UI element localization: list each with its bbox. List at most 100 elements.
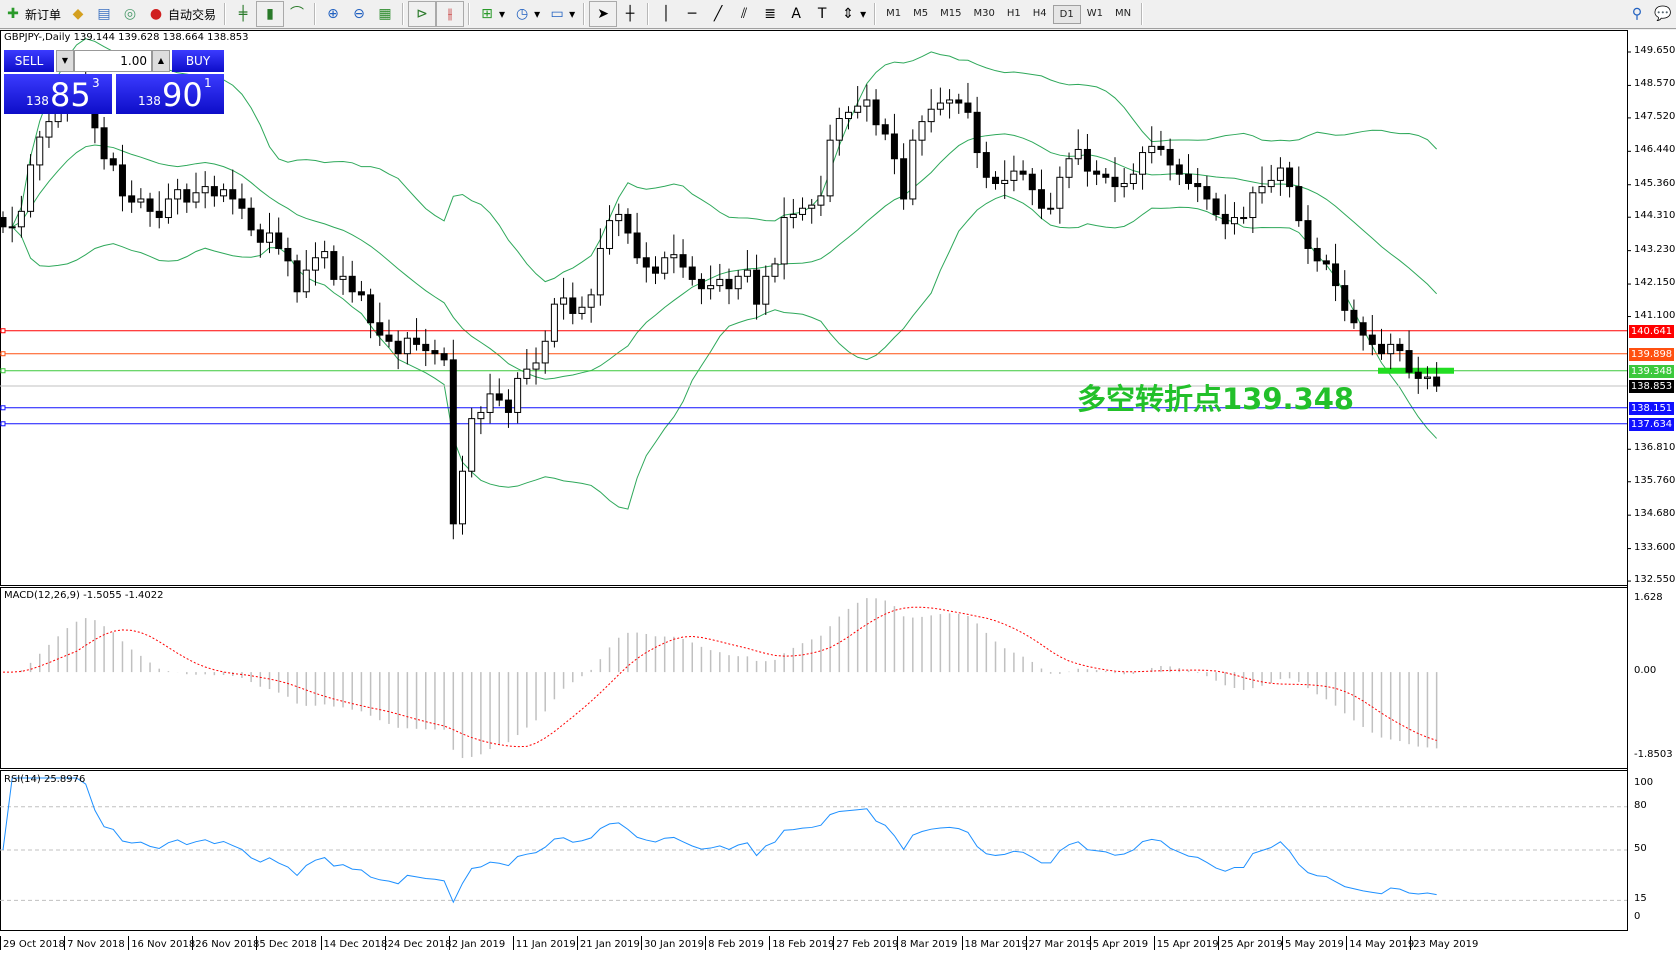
price-level-tag: 140.641 xyxy=(1629,324,1674,338)
lot-increase-button[interactable]: ▲ xyxy=(152,50,170,72)
navigator-button[interactable]: ▤ xyxy=(91,2,117,26)
new-order-button[interactable]: ✚ 新订单 xyxy=(0,2,65,26)
date-axis-label: 14 Dec 2018 xyxy=(320,936,387,950)
buy-button[interactable]: BUY xyxy=(172,50,224,72)
sell-price-button[interactable]: 138 85 3 xyxy=(4,74,112,114)
candle-chart-button[interactable]: ▮ xyxy=(256,1,285,27)
timeframe-h1[interactable]: H1 xyxy=(1006,7,1021,19)
candle xyxy=(413,337,421,345)
candle xyxy=(1267,179,1275,188)
price-tick-label: 134.680 xyxy=(1634,508,1676,520)
arrows-button[interactable]: ⇕ ▾ xyxy=(835,2,870,26)
buy-price-button[interactable]: 138 90 1 xyxy=(116,74,224,114)
crosshair-button[interactable]: ┼ xyxy=(617,2,643,26)
candle xyxy=(1074,148,1082,160)
sell-button[interactable]: SELL xyxy=(4,50,54,72)
bollinger-middle xyxy=(11,133,1438,380)
level-handle xyxy=(0,351,6,357)
candle xyxy=(1350,309,1358,324)
rsi-line xyxy=(2,777,1437,904)
candle xyxy=(118,164,126,197)
candle xyxy=(532,362,540,370)
lot-size-input[interactable] xyxy=(74,50,152,72)
signal-icon: ◎ xyxy=(123,6,137,22)
candle xyxy=(753,269,761,305)
timeframe-m15[interactable]: M15 xyxy=(940,7,962,19)
templates-button[interactable]: ▭ ▾ xyxy=(544,2,579,26)
lot-decrease-button[interactable]: ▼ xyxy=(56,50,74,72)
candle xyxy=(394,340,402,355)
candle xyxy=(339,275,347,280)
periods-button[interactable]: ◷ ▾ xyxy=(509,2,544,26)
date-axis-label: 14 May 2019 xyxy=(1346,936,1414,950)
date-axis-label: 23 May 2019 xyxy=(1410,936,1478,950)
zoom-in-button[interactable]: ⊕ xyxy=(320,2,346,26)
candle xyxy=(1194,182,1202,188)
market-watch-button[interactable]: ◆ xyxy=(65,2,91,26)
date-axis-label: 24 Dec 2018 xyxy=(384,936,451,950)
candle xyxy=(1111,176,1119,188)
candle xyxy=(266,232,274,243)
macd-label: MACD(12,26,9) -1.5055 -1.4022 xyxy=(4,590,164,601)
timeframe-mn[interactable]: MN xyxy=(1114,7,1132,19)
search-icon: ⚲ xyxy=(1631,6,1643,22)
candle xyxy=(1010,170,1018,181)
candle xyxy=(1037,189,1045,209)
bollinger-upper xyxy=(11,38,1438,283)
text-label-button[interactable]: T xyxy=(809,2,835,26)
candle xyxy=(1230,217,1238,225)
chart-shift-button[interactable]: ⫲ xyxy=(436,1,465,27)
candle xyxy=(238,198,246,209)
pivot-annotation[interactable]: 多空转折点139.348 xyxy=(1077,382,1355,416)
candle xyxy=(1295,186,1303,222)
date-axis-label: 26 Nov 2018 xyxy=(192,936,259,950)
text-icon: A xyxy=(791,6,801,22)
date-axis-label: 2 Jan 2019 xyxy=(448,936,505,950)
search-button[interactable]: ⚲ xyxy=(1624,2,1650,26)
candle xyxy=(707,285,715,290)
timeframe-h4[interactable]: H4 xyxy=(1032,7,1047,19)
timeframe-m1[interactable]: M1 xyxy=(886,7,902,19)
candle xyxy=(1028,173,1036,191)
channel-button[interactable]: ⫽ xyxy=(731,2,757,26)
bar-chart-button[interactable]: ╪ xyxy=(230,2,256,26)
vertical-line-button[interactable]: │ xyxy=(653,2,679,26)
timeframe-m30[interactable]: M30 xyxy=(973,7,995,19)
chat-button[interactable]: 💬 xyxy=(1650,2,1676,26)
tile-windows-button[interactable]: ▦ xyxy=(372,2,398,26)
cursor-button[interactable]: ➤ xyxy=(589,1,618,27)
zoom-out-button[interactable]: ⊖ xyxy=(346,2,372,26)
candle xyxy=(743,269,751,277)
line-chart-button[interactable]: ⌒ xyxy=(284,2,310,26)
auto-scroll-button[interactable]: ⊳ xyxy=(408,1,437,27)
chart-canvas[interactable] xyxy=(0,30,1676,955)
cursor-icon: ➤ xyxy=(597,6,609,22)
candle xyxy=(302,269,310,293)
timeframe-d1[interactable]: D1 xyxy=(1052,4,1081,24)
auto-trading-button[interactable]: ● 自动交易 xyxy=(143,2,220,26)
horizontal-line-button[interactable]: ─ xyxy=(679,2,705,26)
candle xyxy=(367,294,375,324)
timeframe-w1[interactable]: W1 xyxy=(1086,7,1103,19)
date-axis-label: 7 Nov 2018 xyxy=(64,936,125,950)
candle xyxy=(1203,186,1211,200)
candle xyxy=(771,263,779,277)
fibonacci-button[interactable]: ≣ xyxy=(757,2,783,26)
candle xyxy=(927,108,935,123)
trendline-button[interactable]: ╱ xyxy=(705,2,731,26)
candle xyxy=(27,164,35,212)
candle xyxy=(890,133,898,160)
date-axis-label: 5 May 2019 xyxy=(1282,936,1344,950)
auto-trading-icon: ● xyxy=(149,6,163,22)
signals-button[interactable]: ◎ xyxy=(117,2,143,26)
divider xyxy=(314,3,317,25)
candle xyxy=(541,340,549,364)
price-level-tag: 138.853 xyxy=(1629,380,1674,394)
divider xyxy=(874,3,877,25)
chart-window[interactable]: GBPJPY-,Daily 139.144 139.628 138.664 13… xyxy=(0,30,1676,955)
candle xyxy=(229,189,237,200)
timeframe-m5[interactable]: M5 xyxy=(913,7,929,19)
text-button[interactable]: A xyxy=(783,2,809,26)
candle xyxy=(1433,376,1441,387)
indicators-button[interactable]: ⊞ ▾ xyxy=(474,2,509,26)
